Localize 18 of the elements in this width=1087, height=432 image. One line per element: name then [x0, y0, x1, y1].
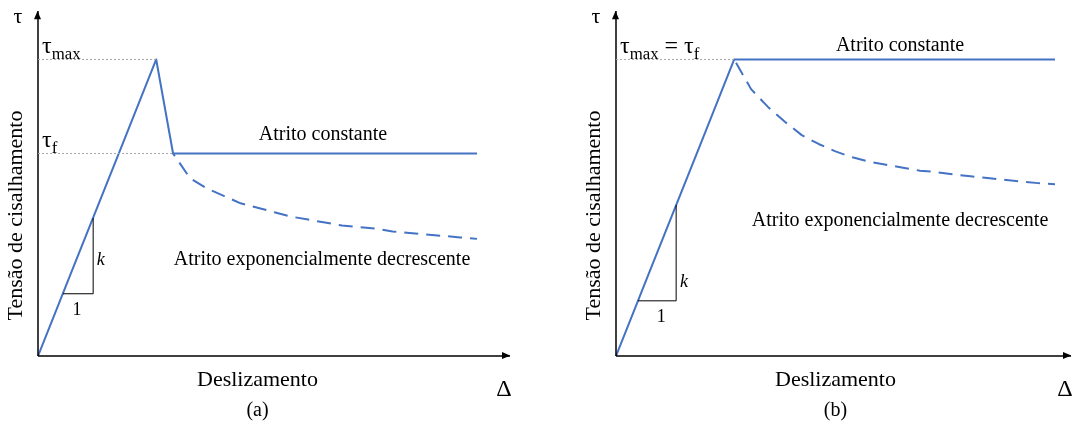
text: Δ: [496, 375, 512, 401]
annotation: k: [680, 271, 690, 292]
text: (b): [823, 398, 848, 421]
y-axis-title: Tensão de cisalhamento: [580, 110, 605, 321]
annotation: 1: [72, 299, 82, 320]
text: Δ: [1057, 375, 1073, 401]
annotation: 1: [656, 305, 666, 326]
x-axis-title: Deslizamento: [197, 366, 318, 391]
text: Atrito constante: [835, 32, 965, 55]
annotation: Atrito constante: [258, 122, 388, 145]
text: (a): [246, 398, 269, 421]
annotation: Atrito exponencialmente decrescente: [751, 208, 1049, 232]
x-axis-title: Deslizamento: [775, 366, 896, 391]
text: τ: [591, 3, 601, 28]
y-axis-title: Tensão de cisalhamento: [2, 110, 27, 321]
annotation: Atrito exponencialmente decrescente: [173, 246, 471, 270]
annotation: k: [96, 248, 106, 269]
text: τ: [13, 3, 23, 28]
